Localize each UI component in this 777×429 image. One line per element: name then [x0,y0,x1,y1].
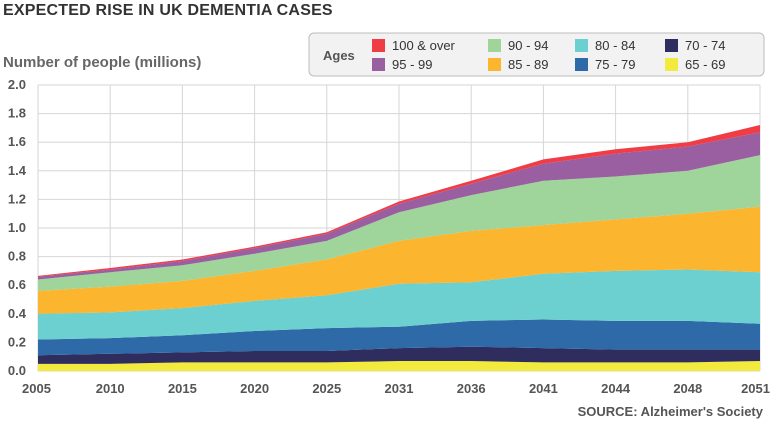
x-tick-label: 2031 [385,381,414,396]
y-tick-label: 0.6 [8,277,26,292]
x-tick-label: 2048 [673,381,702,396]
area-90-94 [38,155,760,291]
area-85-89 [38,206,760,314]
y-tick-label: 0.8 [8,249,26,264]
legend-label-70-74: 70 - 74 [685,38,725,53]
x-tick-label: 2010 [96,381,125,396]
y-tick-label: 2.0 [8,77,26,92]
y-tick-label: 1.6 [8,134,26,149]
x-tick-label: 2036 [457,381,486,396]
x-tick-label: 2041 [529,381,558,396]
stacked-areas [38,125,760,371]
x-tick-label: 2020 [240,381,269,396]
legend-items: 100 & over 90 - 94 80 - 84 70 - 74 95 - 99 85… [372,38,725,72]
legend-label-90-94: 90 - 94 [508,38,548,53]
legend-swatch-75-79 [575,58,588,71]
area-65-69 [38,361,760,371]
legend-box [308,32,765,77]
y-axis: 0.0 0.2 0.4 0.6 0.8 1.0 1.2 1.4 1.6 1.8 2.0 [8,77,27,378]
legend-label-75-79: 75 - 79 [595,57,635,72]
area-80-84 [38,269,760,340]
x-tick-label: 2044 [601,381,631,396]
legend-swatch-95-99 [372,58,385,71]
legend: Ages 100 & over 90 - 94 80 - 84 70 - 74 95 -… [308,32,765,77]
area-95-99 [38,132,760,280]
legend-label-95-99: 95 - 99 [392,57,432,72]
y-tick-label: 1.0 [8,220,26,235]
x-axis: 2005 2010 2015 2020 2025 2031 2036 2041 2044 2048… [22,381,770,396]
legend-label-85-89: 85 - 89 [508,57,548,72]
y-tick-label: 1.2 [8,191,26,206]
y-tick-label: 1.4 [8,163,27,178]
x-tick-label: 2015 [168,381,197,396]
y-axis-label: Number of people (millions) [3,54,201,71]
y-tick-label: 0.4 [8,306,27,321]
y-tick-label: 0.0 [8,363,26,378]
x-tick-label: 2025 [312,381,341,396]
area-75-79 [38,319,760,356]
y-tick-label: 0.2 [8,334,26,349]
area-70-74 [38,346,760,364]
legend-swatch-90-94 [488,39,501,52]
legend-swatch-100-over [372,39,385,52]
legend-title: Ages [323,48,355,63]
chart-title: EXPECTED RISE IN UK DEMENTIA CASES [3,2,333,19]
x-tick-label: 2005 [22,381,51,396]
source-label: SOURCE: Alzheimer's Society [578,404,764,419]
legend-label-80-84: 80 - 84 [595,38,635,53]
legend-label-100-over: 100 & over [392,38,456,53]
legend-label-65-69: 65 - 69 [685,57,725,72]
legend-swatch-65-69 [665,58,678,71]
legend-swatch-85-89 [488,58,501,71]
legend-swatch-70-74 [665,39,678,52]
legend-swatch-80-84 [575,39,588,52]
x-tick-label: 2051 [741,381,770,396]
y-tick-label: 1.8 [8,106,26,121]
